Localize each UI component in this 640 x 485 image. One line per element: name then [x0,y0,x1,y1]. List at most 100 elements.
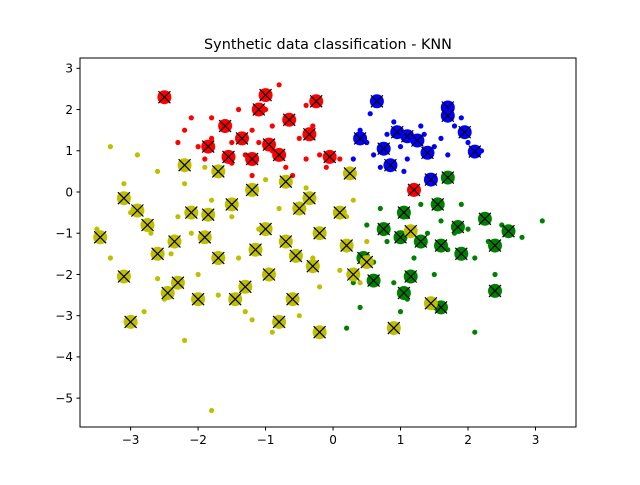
test-point [339,238,354,253]
x-marker [370,94,384,108]
data-point [357,304,363,310]
data-point [357,127,363,133]
data-point [377,205,383,212]
x-marker [279,175,293,189]
test-point [488,238,502,253]
test-point [197,230,212,245]
x-tick-label: −3 [122,433,140,447]
data-point [202,164,208,170]
data-point [249,172,255,179]
test-point [488,283,502,298]
x-marker [309,94,323,108]
x-marker [468,145,482,159]
x-marker [306,259,320,273]
x-marker [451,220,465,234]
test-point [309,94,324,109]
x-marker [367,274,381,288]
test-point [305,259,320,274]
data-point [94,226,100,232]
data-point [303,185,309,191]
x-marker [478,212,492,226]
x-marker [228,292,242,306]
x-marker [252,103,266,116]
test-point [160,286,175,300]
x-tick-label: 2 [464,433,472,447]
test-point [224,197,239,212]
x-marker [245,183,259,197]
x-marker [157,90,171,104]
x-tick-label: 3 [532,433,540,447]
test-point [312,325,327,340]
data-point [310,123,316,129]
test-point [167,234,182,249]
data-point [107,144,113,150]
data-point [175,214,181,220]
test-point [413,234,428,249]
data-point [141,309,147,315]
data-point [384,131,390,137]
test-point [258,222,273,237]
data-point [107,255,113,261]
x-marker [218,119,232,133]
x-marker [178,158,192,172]
data-point [465,226,471,232]
x-marker [184,206,198,220]
test-point [322,149,337,164]
data-point [337,267,343,273]
x-marker [211,164,225,178]
x-marker [124,315,138,329]
data-point [317,284,323,290]
test-point [440,170,455,185]
test-point [430,197,445,212]
data-point [438,218,444,224]
x-marker [377,222,391,236]
x-marker [424,173,438,187]
test-point [201,139,216,154]
data-point [391,280,397,286]
plot-frame [79,57,577,428]
test-point [386,321,401,336]
x-marker [286,292,300,306]
data-point [539,218,545,224]
data-point [263,177,269,183]
test-point [170,275,185,290]
x-marker [225,197,239,211]
data-point [229,214,235,220]
data-point [350,197,356,203]
y-tick-label: 0 [65,185,73,199]
data-point [283,164,289,170]
x-marker [259,222,273,236]
data-point [384,238,390,245]
x-tick-label: −2 [189,433,207,447]
test-point [423,296,438,311]
y-tick-label: −4 [55,350,73,364]
x-marker [404,270,418,283]
x-marker [333,206,347,220]
data-point [215,292,221,298]
x-marker [360,255,374,269]
x-marker [410,134,424,147]
x-marker [171,276,185,290]
test-point [383,158,398,173]
test-point [245,182,260,197]
x-marker [93,230,107,244]
test-point [346,267,361,282]
data-point [269,123,275,129]
x-tick-label: −1 [257,433,275,447]
y-tick-label: 2 [65,103,73,117]
data-point [364,238,370,245]
test-point [302,191,317,206]
points-layer [93,82,545,414]
x-marker [434,239,448,253]
test-point [359,255,374,270]
data-point [236,106,242,113]
data-point [337,156,343,162]
x-marker [340,239,354,253]
x-marker [262,138,276,152]
axes-layer: −3 −2 −1 0 1 2 3 −5 −4 −3 −2 −1 0 1 2 3 [55,57,577,447]
x-marker [397,286,411,300]
x-marker [191,292,205,306]
test-point [201,207,216,222]
